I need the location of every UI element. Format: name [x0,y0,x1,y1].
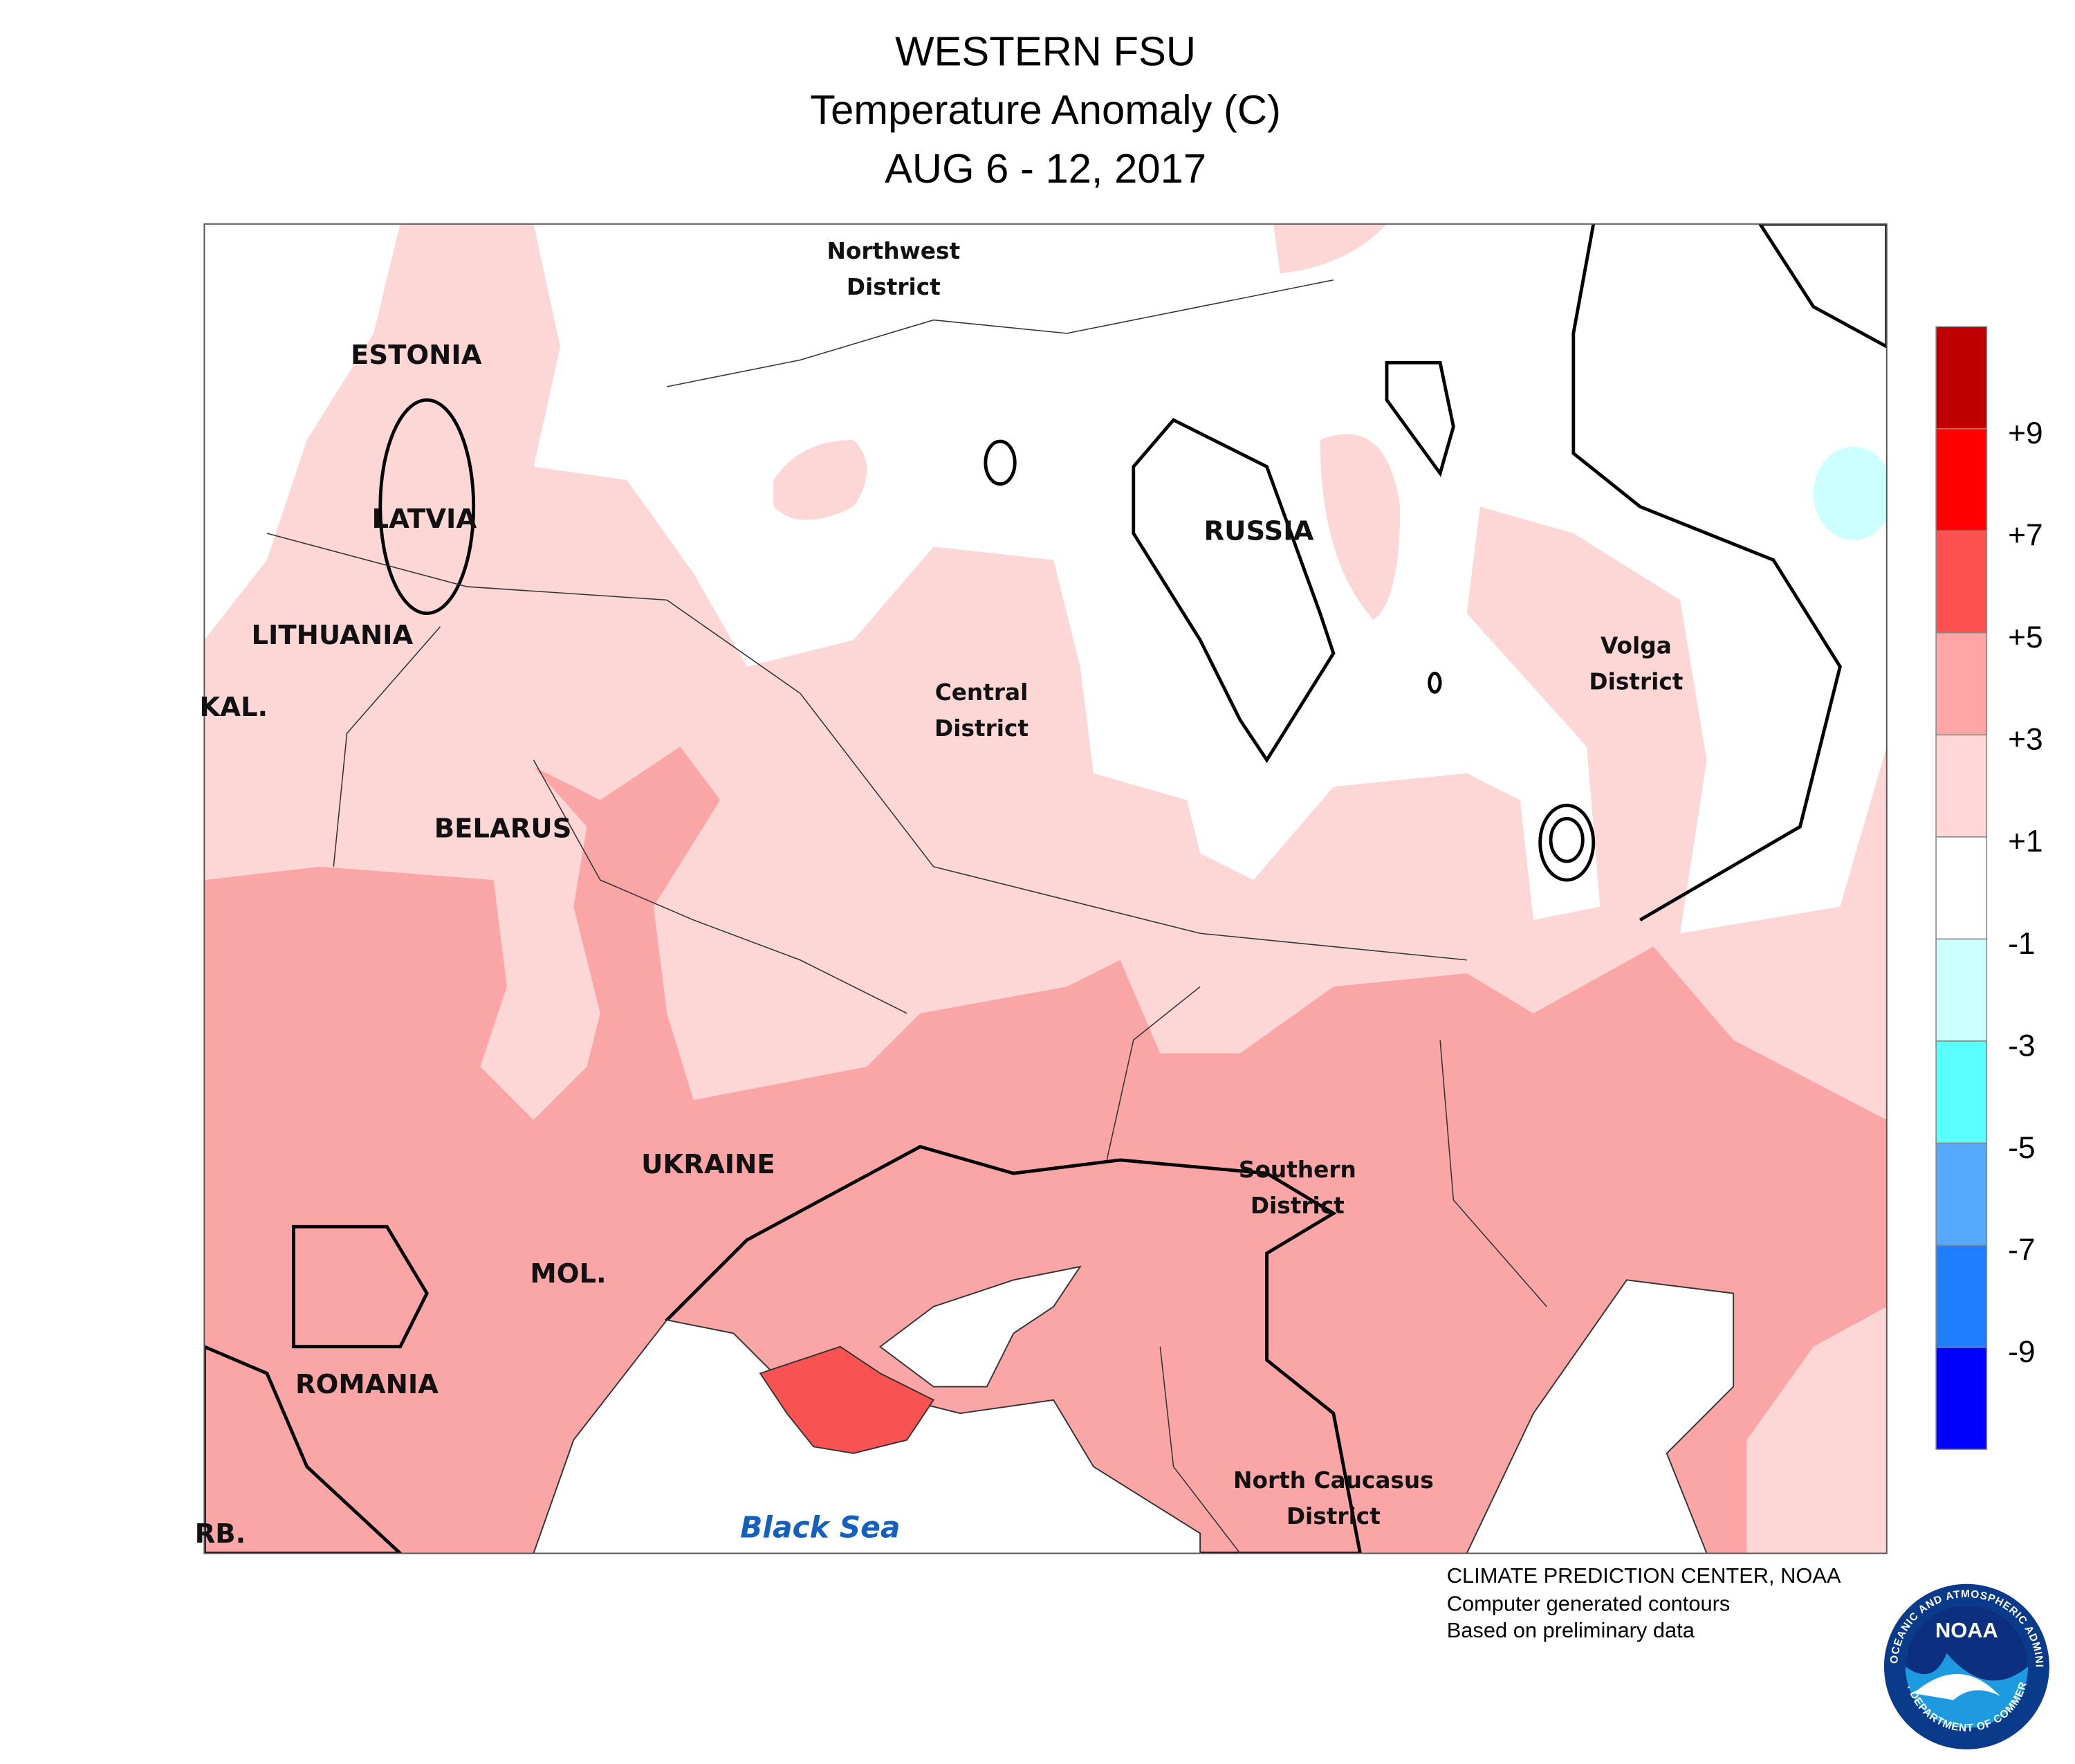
legend-tick-label: -9 [2008,1335,2035,1369]
region-label: MOL. [530,1258,606,1289]
region-label: District [934,715,1029,742]
crimea [759,1345,935,1454]
legend-swatch [1935,1040,1988,1144]
zone-neutral [204,223,400,641]
title: WESTERN FSU [895,28,1196,74]
region-label: District [1286,1503,1381,1529]
zone-cold [1549,817,1585,863]
legend: +9 +7 +5 +3 +1 -1 -3 -5 -7 -9 [1935,326,2043,1450]
contour [1385,360,1455,477]
legend-tick-label: +9 [2008,416,2043,450]
credit: Based on preliminary data [1447,1618,1695,1642]
region-label: Central [935,679,1029,706]
contour [1571,223,1842,922]
legend-swatch [1935,632,1988,736]
zone-1-3 [1746,1306,1887,1554]
legend-swatch [1935,1142,1988,1246]
legend-tick-label: +5 [2008,621,2043,654]
legend-tick-label: -5 [2008,1131,2035,1165]
period: AUG 6 - 12, 2017 [885,145,1206,192]
legend-swatch [1935,1244,1988,1348]
region-label: KAL. [199,692,268,723]
zone-5-7 [665,1145,1362,1554]
caspian-sea [1466,1279,1735,1554]
legend-tick-label: +7 [2008,519,2043,553]
map-area [204,223,1887,1554]
region-label: ESTONIA [351,340,482,371]
sea-label: Black Sea [740,1510,900,1544]
region-label: Northwest [827,238,961,264]
region-label: LITHUANIA [252,620,414,651]
zone-neutral [533,223,1887,934]
region-label: District [1251,1193,1345,1219]
region-label: ROMANIA [295,1369,439,1400]
map-labels: Northwest District ESTONIA LATVIA LITHUANIA K… [195,238,1684,1550]
credit: Computer generated contours [1447,1591,1731,1615]
legend-swatch [1935,326,1988,430]
legend-tick-label: +1 [2008,825,2043,858]
region-label: LATVIA [372,504,477,535]
legend-swatch [1935,428,1988,532]
zone-3-5 [204,746,1887,1554]
contour [1132,418,1336,764]
contour [1538,803,1596,882]
legend-tick-label: +3 [2008,723,2043,757]
region-label: North Caucasus [1233,1467,1434,1494]
region-label: UKRAINE [641,1149,775,1180]
legend-swatch [1935,530,1988,634]
logo-bird [1913,1673,2000,1700]
region-label: Southern [1239,1157,1356,1183]
zone-5-7 [204,1224,429,1554]
legend-swatch [1935,1346,1988,1450]
azov-sea [878,1265,1082,1388]
region-label: Volga [1601,632,1672,659]
zone-cold [1813,446,1887,540]
contour [984,439,1017,486]
contour [1428,671,1442,694]
region-label: RB. [195,1518,246,1550]
legend-tick-label: -3 [2008,1029,2035,1063]
legend-tick-label: -1 [2008,927,2035,961]
region-label: District [1589,668,1683,695]
credit: CLIMATE PREDICTION CENTER, NOAA [1447,1563,1841,1588]
region-label: BELARUS [434,813,572,844]
subtitle: Temperature Anomaly (C) [810,86,1281,133]
region-label: District [847,274,941,300]
zone-neutral [378,398,476,616]
zone-cold [1758,223,1887,349]
legend-swatch [1935,938,1988,1042]
legend-tick-label: -7 [2008,1233,2035,1267]
borders [266,279,1547,1554]
logo-text: NOAA [1935,1618,1998,1642]
legend-swatch [1935,734,1988,838]
region-label: RUSSIA [1204,516,1314,547]
legend-swatch [1935,836,1988,940]
map-frame [203,223,1888,1554]
logo-sky [1905,1605,2029,1681]
